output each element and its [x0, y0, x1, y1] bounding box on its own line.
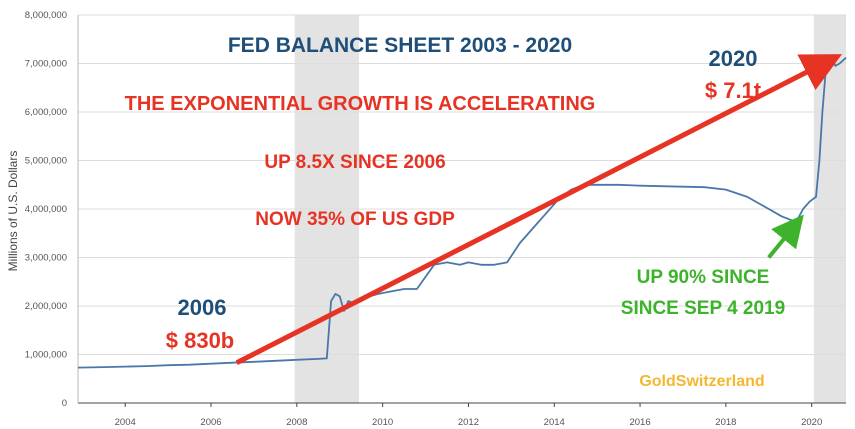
- y-tick-label: 0: [62, 398, 67, 409]
- y-tick-labels: 0 1,000,000 2,000,000 3,000,000 4,000,000 5,0…: [25, 10, 67, 409]
- x-tick-label: 2010: [372, 417, 393, 428]
- x-tick-label: 2014: [544, 417, 565, 428]
- y-tick-label: 3,000,000: [25, 253, 67, 264]
- x-tick-label: 2004: [115, 417, 136, 428]
- y-tick-label: 1,000,000: [25, 350, 67, 361]
- annotation-sep-2019: SINCE SEP 4 2019: [621, 298, 785, 319]
- watermark-goldswitzerland: GoldSwitzerland: [639, 373, 764, 390]
- axes: [77, 15, 846, 404]
- y-tick-label: 4,000,000: [25, 204, 67, 215]
- annotation-7-1t: $ 7.1t: [705, 78, 762, 103]
- x-tick-label: 2008: [286, 417, 307, 428]
- x-tick-label: 2016: [629, 417, 650, 428]
- x-tick-label: 2020: [801, 417, 822, 428]
- y-tick-label: 7,000,000: [25, 59, 67, 70]
- x-tick-label: 2018: [715, 417, 736, 428]
- x-tick-label: 2012: [458, 417, 479, 428]
- annotation-2006: 2006: [178, 295, 227, 320]
- annotation-growth: THE EXPONENTIAL GROWTH IS ACCELERATING: [125, 93, 596, 115]
- annotation-up-8x: UP 8.5X SINCE 2006: [264, 152, 445, 173]
- callout-arrow: [767, 214, 804, 259]
- y-tick-label: 6,000,000: [25, 107, 67, 118]
- annotation-2020: 2020: [709, 46, 758, 71]
- x-tick-label: 2006: [200, 417, 221, 428]
- annotation-up-90: UP 90% SINCE: [637, 267, 770, 288]
- y-tick-label: 2,000,000: [25, 301, 67, 312]
- y-tick-label: 8,000,000: [25, 10, 67, 21]
- annotation-gdp: NOW 35% OF US GDP: [255, 209, 455, 230]
- y-axis-label: Millions of U.S. Dollars: [6, 151, 20, 272]
- annotation-830b: $ 830b: [166, 328, 235, 353]
- y-tick-label: 5,000,000: [25, 156, 67, 167]
- chart-title: FED BALANCE SHEET 2003 - 2020: [228, 34, 572, 57]
- trend-arrow: [235, 54, 843, 365]
- arrows: [235, 54, 843, 365]
- x-tick-labels: 2004 2006 2008 2010 2012 2014 2016 2018 2020: [115, 403, 822, 428]
- gridlines: [78, 14, 846, 355]
